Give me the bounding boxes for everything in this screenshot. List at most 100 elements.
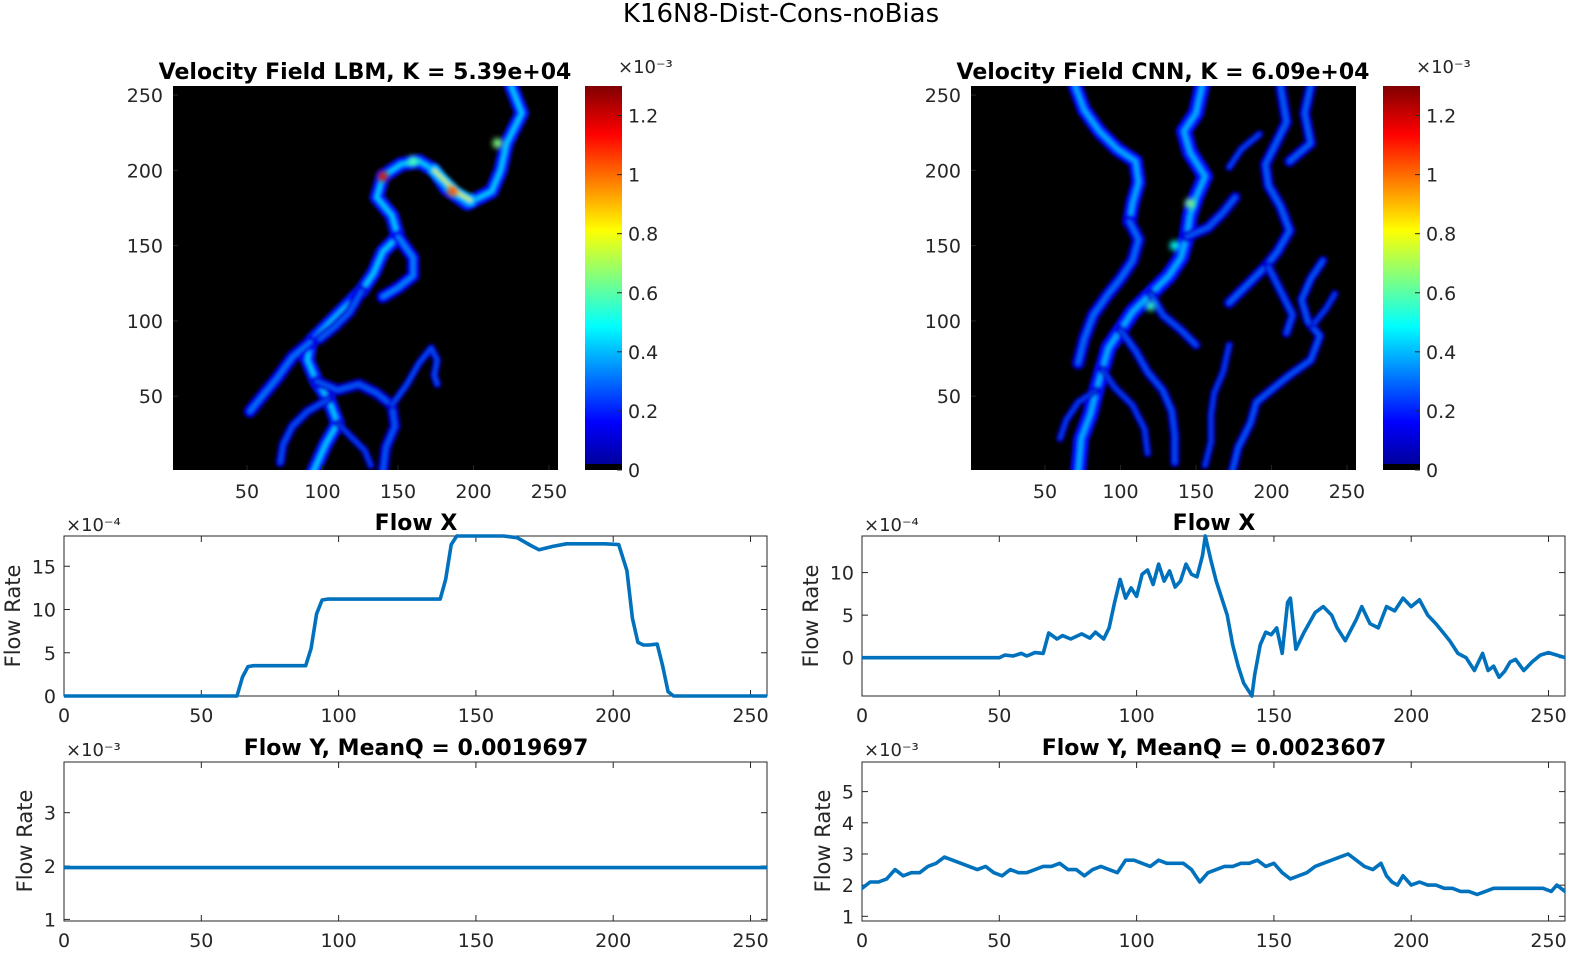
flow-x-cnn-xtick-2: 100 [1118,705,1154,727]
flow-x-lbm-ytick-3: 15 [32,556,56,578]
flow-channel-core-cnn-5 [1231,259,1325,470]
flow-channel-core-lbm-6 [390,346,439,407]
flow-x-lbm-series-line-0 [64,534,767,698]
flow-x-lbm-ytick-1: 5 [44,643,56,665]
heatmap-lbm-xtick-4: 250 [531,481,567,503]
flow-x-lbm-ylabel: Flow Rate [1,565,25,668]
heatmap-lbm-xtick-3: 200 [455,481,491,503]
colorbar-cnn-gradient [1383,86,1420,470]
colorbar-lbm-tick-2: 0.4 [628,342,658,364]
flow-x-cnn-xtick-3: 150 [1256,705,1292,727]
flow-x-lbm-title: Flow X [375,511,458,536]
flow-x-cnn-ytick-1: 5 [842,605,854,627]
flow-y-cnn-xtick-0: 0 [856,930,868,952]
flow-x-lbm-xtick-0: 0 [58,705,70,727]
heatmap-cnn: Velocity Field CNN, K = 6.09e+04 50 100 15… [925,60,1370,503]
flow-y-cnn-xtick-4: 200 [1393,930,1429,952]
heatmap-lbm-ytick-2: 150 [127,236,163,258]
flow-channel-core-cnn-12 [1058,389,1098,440]
flow-x-cnn-plot: Flow X ×10⁻⁴ Flow Rate 0 50 100 150 200 250 0 5… [799,511,1567,727]
flow-channel-core-lbm-7 [278,397,330,464]
flow-y-cnn-ytick-1: 2 [842,875,854,897]
colorbar-cnn-ticks: 0 0.2 0.4 0.6 0.8 1 1.2 [1415,106,1456,482]
colorbar-cnn-zero-band [1383,464,1420,470]
flow-y-lbm-xtick-3: 150 [458,930,494,952]
flow-y-lbm-xtick-4: 200 [595,930,631,952]
flow-channel-core-cnn-4 [1288,86,1313,163]
colorbar-lbm-zero-band [585,464,622,470]
heatmap-lbm-ytick-3: 200 [127,160,163,182]
velocity-hotspot-lbm-3 [408,156,419,167]
flow-x-lbm-ytick-2: 10 [32,600,56,622]
flow-y-cnn-xtick-5: 250 [1530,930,1566,952]
heatmap-cnn-xtick-2: 150 [1178,481,1214,503]
colorbar-cnn-tick-5: 1 [1426,165,1438,187]
flow-y-cnn-plot: Flow Y, MeanQ = 0.0023607 ×10⁻³ Flow Rat… [811,736,1567,952]
flow-y-cnn-ytick-4: 5 [842,782,854,804]
flow-channel-core-cnn-2 [1076,219,1141,365]
heatmap-lbm-channels [243,86,529,470]
heatmap-cnn-channels [1056,86,1339,470]
velocity-hotspot-lbm-2 [492,138,503,149]
flow-channel-core-lbm-8 [336,422,372,467]
flow-x-cnn-ytick-0: 0 [842,648,854,670]
colorbar-lbm-tick-4: 0.8 [628,224,658,246]
flow-x-lbm-ytick-0: 0 [44,686,56,708]
colorbar-lbm-tick-1: 0.2 [628,401,658,423]
flow-y-cnn-title: Flow Y, MeanQ = 0.0023607 [1042,736,1387,761]
heatmap-cnn-xtick-1: 100 [1102,481,1138,503]
velocity-hotspot-cnn-1 [1145,300,1156,311]
flow-x-lbm-xtick-4: 200 [595,705,631,727]
flow-y-lbm-ytick-1: 2 [44,856,56,878]
flow-y-cnn-exponent: ×10⁻³ [864,740,919,761]
flow-x-cnn-ylabel: Flow Rate [799,565,823,668]
velocity-hotspot-lbm-0 [377,171,388,182]
heatmap-cnn-ytick-3: 200 [925,160,961,182]
flow-channel-core-cnn-3 [1227,86,1292,305]
colorbar-lbm-tick-3: 0.6 [628,283,658,305]
heatmap-cnn-ytick-2: 150 [925,236,961,258]
flow-y-lbm-ylabel: Flow Rate [13,790,37,893]
flow-y-lbm-plot: Flow Y, MeanQ = 0.0019697 ×10⁻³ Flow Rat… [13,736,769,952]
colorbar-cnn-tick-6: 1.2 [1426,106,1456,128]
flow-y-lbm-exponent: ×10⁻³ [66,740,121,761]
flow-x-cnn-xtick-4: 200 [1393,705,1429,727]
flow-channel-core-lbm-4 [248,340,313,414]
flow-x-cnn-axes-box [861,535,1566,697]
flow-x-cnn-xtick-0: 0 [856,705,868,727]
heatmap-lbm-xtick-0: 50 [235,481,259,503]
flow-y-lbm-xtick-0: 0 [58,930,70,952]
flow-x-cnn-exponent: ×10⁻⁴ [864,515,919,536]
velocity-hotspot-cnn-2 [1169,240,1180,251]
flow-y-lbm-title: Flow Y, MeanQ = 0.0019697 [244,736,589,761]
flow-channel-core-lbm-3 [317,289,364,341]
heatmap-lbm-axes: 50 100 150 200 250 50 100 150 200 250 [127,85,567,503]
flow-y-lbm-axes-box [63,761,768,922]
flow-y-cnn-axes-box [861,761,1566,922]
flow-channel-core-cnn-13 [1228,133,1261,169]
flow-y-lbm-ytick-2: 3 [44,803,56,825]
flow-x-cnn-xtick-5: 250 [1530,705,1566,727]
heatmap-lbm-xtick-1: 100 [304,481,340,503]
flow-channel-core-cnn-6 [1267,265,1294,335]
flow-channel-core-lbm-2 [381,234,415,299]
colorbar-cnn: ×10⁻³ 0 0.2 0.4 0.6 0.8 1 1.2 [1383,57,1471,482]
heatmap-lbm-ytick-4: 250 [127,85,163,107]
flow-channel-core-cnn-1 [1073,86,1141,224]
flow-y-cnn-xtick-2: 100 [1118,930,1154,952]
heatmap-cnn-title: Velocity Field CNN, K = 6.09e+04 [957,60,1370,85]
colorbar-cnn-tick-4: 0.8 [1426,224,1456,246]
heatmap-cnn-xtick-3: 200 [1253,481,1289,503]
flow-y-cnn-xtick-3: 150 [1256,930,1292,952]
heatmap-cnn-xtick-0: 50 [1033,481,1057,503]
heatmap-cnn-xtick-4: 250 [1329,481,1365,503]
flow-y-cnn-xtick-1: 50 [987,930,1011,952]
colorbar-cnn-exponent: ×10⁻³ [1416,57,1471,78]
colorbar-cnn-tick-2: 0.4 [1426,342,1456,364]
heatmap-cnn-ytick-4: 250 [925,85,961,107]
flow-x-lbm-xtick-2: 100 [320,705,356,727]
figure-title: K16N8-Dist-Cons-noBias [623,0,939,29]
heatmap-lbm-xtick-2: 150 [380,481,416,503]
flow-channel-core-cnn-14 [1312,292,1337,326]
